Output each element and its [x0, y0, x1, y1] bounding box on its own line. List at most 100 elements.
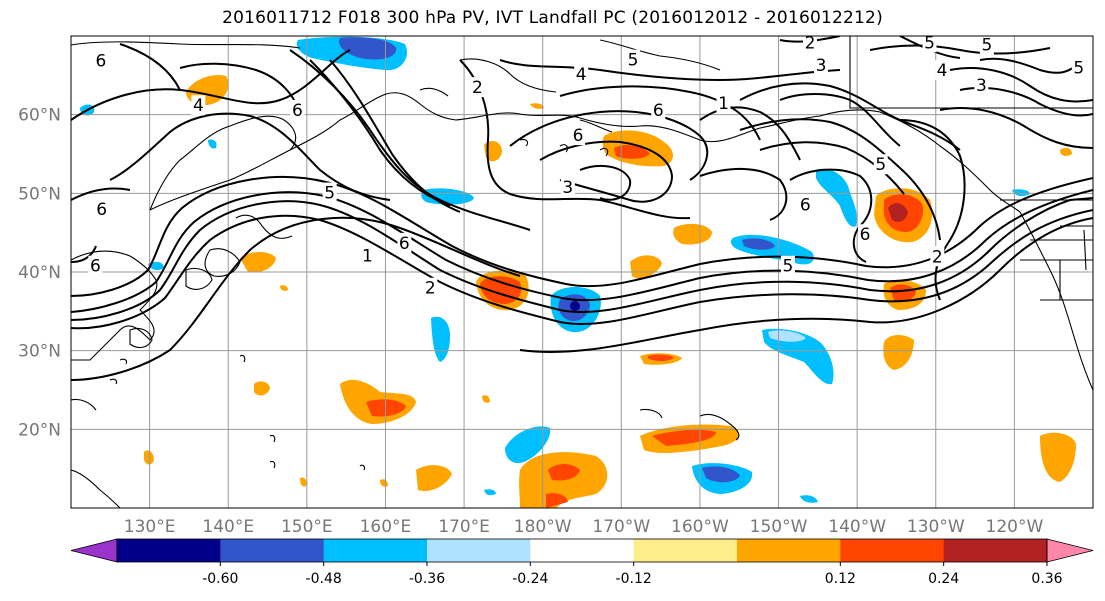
contour-label: 4	[193, 96, 204, 116]
contour-label-bg	[93, 50, 108, 71]
lon-label: 170°E	[438, 517, 490, 537]
contour-label-bg	[1071, 57, 1086, 78]
contour-label: 6	[95, 51, 106, 71]
latitude-labels: 20°N 30°N 40°N 50°N 60°N	[18, 106, 61, 441]
contour-label-bg	[423, 277, 438, 298]
colorbar-segment	[117, 539, 221, 562]
contour-label-bg	[571, 125, 586, 146]
contour-label: 3	[816, 56, 827, 76]
colorbar-segment	[427, 539, 531, 562]
contour-label-bg	[780, 255, 795, 276]
contour-label: 6	[573, 126, 584, 146]
colorbar-outline	[116, 538, 1048, 563]
lon-label: 150°W	[750, 517, 808, 537]
colorbar-segment	[530, 539, 635, 562]
lon-label: 180°W	[514, 517, 572, 537]
contour-label: 6	[96, 200, 107, 220]
contour-label-bg	[560, 177, 575, 198]
coastlines	[71, 36, 1093, 508]
contour-label-bg	[470, 77, 485, 98]
contour-label-bg	[798, 194, 813, 215]
lon-label: 140°E	[202, 517, 254, 537]
contour-label-bg	[858, 224, 873, 245]
lat-label: 50°N	[18, 184, 61, 204]
longitude-labels: 130°E 140°E 150°E 160°E 170°E 180°W 170°W 160°W…	[124, 517, 1044, 537]
contour-label: 4	[576, 65, 587, 85]
contour-label-bg	[290, 99, 305, 120]
contour-label-bg	[930, 246, 945, 267]
lon-label: 120°W	[986, 517, 1044, 537]
contour-label: 5	[324, 184, 335, 204]
contour-label: 3	[562, 178, 573, 198]
contour-label: 2	[472, 78, 483, 98]
contour-label: 2	[805, 33, 816, 53]
contour-label-bg	[716, 92, 731, 113]
map-title: 2016011712 F018 300 hPa PV, IVT Landfall…	[222, 8, 883, 28]
contour-label: 1	[362, 246, 373, 266]
contour-label: 5	[875, 155, 886, 175]
contour-label: 4	[937, 61, 948, 81]
contour-label-bg	[922, 36, 937, 53]
contour-label-bg	[651, 99, 666, 120]
colorbar-tick-label: -0.60	[202, 571, 238, 587]
contour-label: 5	[981, 36, 992, 56]
colorbar-segment	[220, 539, 325, 562]
contour-label: 5	[628, 51, 639, 71]
contour-label-bg	[94, 199, 109, 220]
colorbar-segment	[943, 539, 1048, 562]
contour-label: 3	[976, 76, 987, 96]
lat-label: 30°N	[18, 342, 61, 362]
contour-label: 6	[653, 101, 664, 121]
colorbar: -0.60-0.48-0.36-0.24-0.120.120.240.360.4…	[70, 538, 1094, 587]
colorbar-segment	[840, 539, 945, 562]
contour-label-bg	[322, 182, 337, 203]
contour-label-bg	[802, 36, 817, 53]
colorbar-tick-label: 0.12	[825, 571, 856, 587]
contour-label: 1	[718, 94, 729, 114]
colorbar-segment	[323, 539, 428, 562]
lat-label: 20°N	[18, 420, 61, 440]
contour-label: 6	[90, 257, 101, 277]
colorbar-tick-label: -0.36	[409, 571, 445, 587]
contour-label: 6	[860, 225, 871, 245]
contour-label-bg	[397, 232, 412, 253]
contour-label: 5	[1073, 58, 1084, 78]
colorbar-tick-label: -0.48	[306, 571, 342, 587]
lon-label: 130°E	[124, 517, 176, 537]
colorbar-segment	[737, 539, 841, 562]
contour-label-bg	[88, 255, 103, 276]
contour-label-bg	[574, 63, 589, 84]
contour-label-bg	[626, 49, 641, 70]
contour-label-bg	[974, 74, 989, 95]
contour-label-bg	[935, 59, 950, 80]
contour-label: 5	[924, 33, 935, 53]
colorbar-extend-high	[1046, 538, 1094, 563]
contour-label-bg	[873, 154, 888, 175]
contour-label: 6	[800, 195, 811, 215]
contour-label: 6	[292, 101, 303, 121]
lon-label: 160°E	[360, 517, 412, 537]
lat-label: 40°N	[18, 263, 61, 283]
contour-label-bg	[813, 55, 828, 76]
contour-label-bg	[979, 36, 994, 55]
lon-label: 150°E	[281, 517, 333, 537]
lon-label: 130°W	[907, 517, 965, 537]
lon-label: 160°W	[671, 517, 729, 537]
lon-label: 140°W	[828, 517, 886, 537]
lon-label: 170°W	[592, 517, 650, 537]
lat-label: 60°N	[18, 106, 61, 126]
colorbar-tick-label: 0.24	[928, 571, 959, 587]
contour-label: 6	[399, 234, 410, 254]
contour-label: 2	[425, 279, 436, 299]
contour-label: 2	[932, 247, 943, 267]
colorbar-tick-label: 0.36	[1031, 571, 1062, 587]
colorbar-segment	[633, 539, 738, 562]
colorbar-tick-label: -0.12	[616, 571, 652, 587]
colorbar-extend-low	[70, 538, 118, 563]
contour-label: 5	[783, 257, 794, 277]
map-frame	[70, 35, 1094, 509]
contour-label-bg	[191, 95, 206, 116]
colorbar-tick-label: -0.24	[512, 571, 548, 587]
